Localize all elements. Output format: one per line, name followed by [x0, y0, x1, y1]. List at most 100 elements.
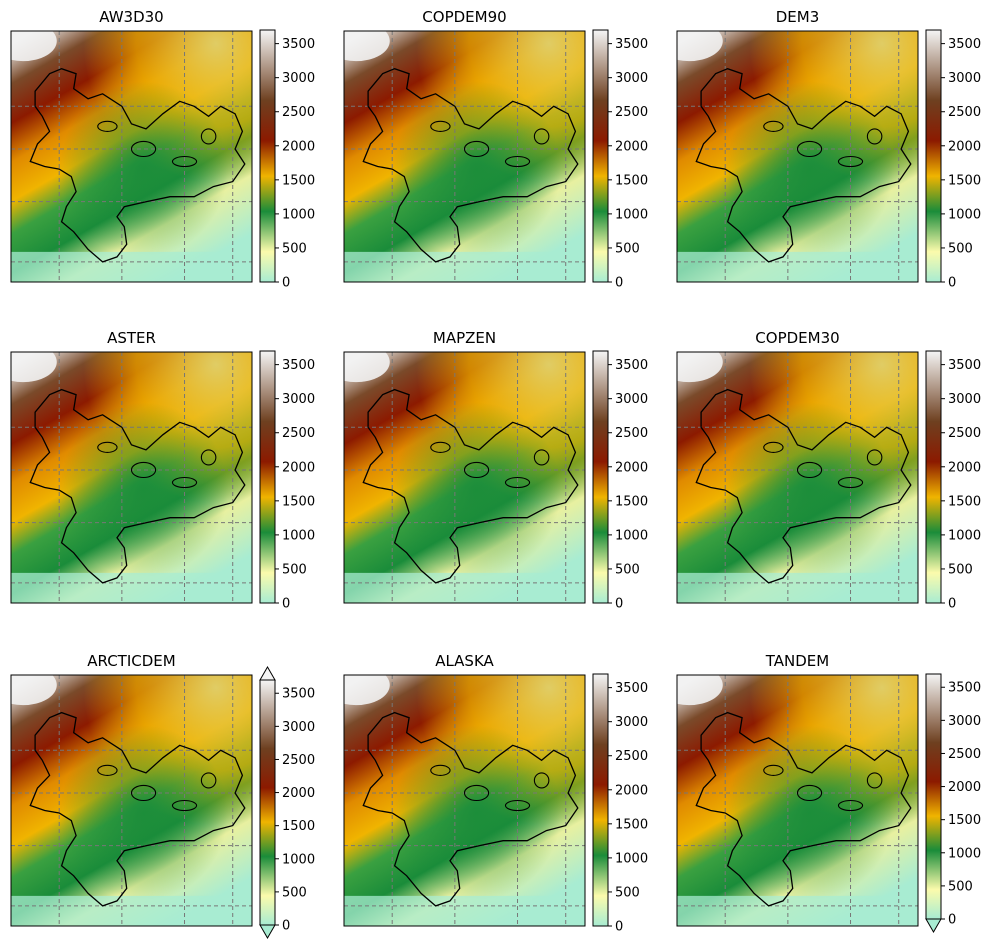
- map-frame: [343, 351, 586, 604]
- panel-title: MAPZEN: [433, 329, 496, 347]
- map-frame: [676, 674, 919, 927]
- elevation-map: [11, 352, 252, 603]
- terrain-lowland: [677, 251, 918, 282]
- colorbar-tick-label: 500: [948, 241, 973, 256]
- dem-panel-dem3: DEM3 0 500 1000 1500 2000 2500 3000 3500: [676, 8, 981, 291]
- terrain-peak: [677, 675, 723, 706]
- colorbar-tick-label: 2500: [282, 105, 315, 120]
- terrain-valley: [344, 352, 585, 603]
- elevation-map: [11, 675, 252, 926]
- colorbar-gradient: [592, 29, 609, 283]
- elevation-map: [677, 352, 918, 603]
- colorbar: 0 500 1000 1500 2000 2500 3000 3500: [925, 350, 981, 612]
- colorbar-gradient: [925, 29, 942, 283]
- dem-panel-aster: ASTER 0 500 1000 1500 2000 2500 3000 3500: [10, 329, 315, 612]
- glacier-outline: [695, 388, 912, 584]
- terrain-valley: [11, 352, 252, 603]
- colorbar-tick-label: 0: [615, 920, 623, 935]
- colorbar-tick-label: 2000: [615, 783, 648, 798]
- colorbar-gradient: [925, 673, 942, 920]
- glacier-outline: [29, 388, 246, 584]
- colorbar: 0 500 1000 1500 2000 2500 3000 3500: [592, 673, 648, 935]
- colorbar-tick-label: 3500: [282, 358, 315, 373]
- colorbar-tick-label: 1000: [282, 852, 315, 867]
- colorbar-tick-label: 0: [282, 919, 290, 934]
- colorbar-tick-label: 2000: [615, 139, 648, 154]
- colorbar-tick-label: 1000: [615, 851, 648, 866]
- map-frame: [343, 674, 586, 927]
- terrain-lowland: [677, 895, 918, 926]
- colorbar-tick-label: 0: [282, 276, 290, 291]
- colorbar-tick-label: 3000: [948, 392, 981, 407]
- nunatak-outline: [763, 441, 784, 453]
- colorbar-tick-label: 1500: [615, 494, 648, 509]
- colorbar-tick-label: 3500: [948, 37, 981, 52]
- glacier-outline: [29, 711, 246, 907]
- nunatak-outline: [763, 120, 784, 132]
- nunatak-outline: [533, 128, 550, 145]
- nunatak-outline: [171, 799, 198, 812]
- nunatak-outline: [463, 461, 490, 479]
- colorbar-tick-label: 0: [948, 276, 956, 291]
- panel-title: COPDEM30: [755, 329, 839, 347]
- terrain-lowland: [344, 572, 585, 603]
- colorbar-tick-label: 2000: [615, 460, 648, 475]
- colorbar: 0 500 1000 1500 2000 2500 3000 3500: [259, 350, 315, 612]
- dem-panel-copdem90: COPDEM90 0 500 1000 1500 2000 2500 3000 3500: [343, 8, 648, 291]
- colorbar-tick-label: 3500: [615, 681, 648, 696]
- colorbar-tick-label: 1000: [615, 528, 648, 543]
- colorbar-tick-label: 3000: [948, 714, 981, 729]
- glacier-outline: [362, 711, 579, 907]
- terrain-peak: [344, 352, 390, 383]
- glacier-outline: [362, 388, 579, 584]
- nunatak-outline: [796, 140, 823, 158]
- panel-title: ALASKA: [435, 652, 494, 670]
- colorbar-gradient: [259, 679, 276, 926]
- terrain-peak: [11, 352, 57, 383]
- colorbar: 0 500 1000 1500 2000 2500 3000 3500: [592, 350, 648, 612]
- colorbar-tick-label: 3500: [948, 358, 981, 373]
- nunatak-outline: [130, 140, 157, 158]
- terrain-valley: [677, 31, 918, 282]
- nunatak-outline: [97, 441, 118, 453]
- terrain-peak: [677, 352, 723, 383]
- colorbar-tick-label: 500: [948, 562, 973, 577]
- colorbar: 0 500 1000 1500 2000 2500 3000 3500: [259, 665, 315, 940]
- colorbar-tick-label: 0: [615, 276, 623, 291]
- colorbar-tick-label: 500: [615, 241, 640, 256]
- dem-panel-tandem: TANDEM 0 500 1000 1500 2000 2500 3000 3500: [676, 652, 981, 934]
- terrain-peak: [11, 31, 57, 62]
- colorbar-tick-label: 2000: [282, 460, 315, 475]
- elevation-map: [677, 31, 918, 282]
- dem-panel-aw3d30: AW3D30 0 500 1000 1500 2000 2500 3000 3500: [10, 8, 315, 291]
- terrain-valley: [11, 31, 252, 282]
- terrain-valley: [344, 675, 585, 926]
- glacier-outline: [695, 711, 912, 907]
- colorbar-tick-label: 2500: [948, 747, 981, 762]
- colorbar-tick-label: 3500: [615, 358, 648, 373]
- colorbar-tick-label: 500: [282, 241, 307, 256]
- terrain-lowland: [11, 251, 252, 282]
- nunatak-outline: [533, 772, 550, 789]
- colorbar-tick-label: 3000: [282, 720, 315, 735]
- colorbar-gradient: [259, 29, 276, 283]
- nunatak-outline: [866, 449, 883, 466]
- colorbar-tick-label: 1500: [615, 173, 648, 188]
- nunatak-outline: [837, 799, 864, 812]
- colorbar-tick-label: 3500: [282, 687, 315, 702]
- nunatak-outline: [430, 764, 451, 776]
- colorbar-tick-label: 3000: [282, 392, 315, 407]
- elevation-map: [677, 675, 918, 926]
- map-frame: [10, 30, 253, 283]
- colorbar-tick-label: 2500: [615, 426, 648, 441]
- nunatak-outline: [866, 128, 883, 145]
- colorbar: 0 500 1000 1500 2000 2500 3000 3500: [592, 29, 648, 291]
- colorbar-tick-label: 2000: [948, 780, 981, 795]
- colorbar-tick-label: 3000: [615, 392, 648, 407]
- elevation-map: [11, 31, 252, 282]
- nunatak-outline: [171, 155, 198, 168]
- colorbar-tick-label: 1500: [282, 494, 315, 509]
- colorbar-tick-label: 1500: [948, 494, 981, 509]
- dem-panel-mapzen: MAPZEN 0 500 1000 1500 2000 2500 3000 3500: [343, 329, 648, 612]
- glacier-outline: [29, 68, 246, 263]
